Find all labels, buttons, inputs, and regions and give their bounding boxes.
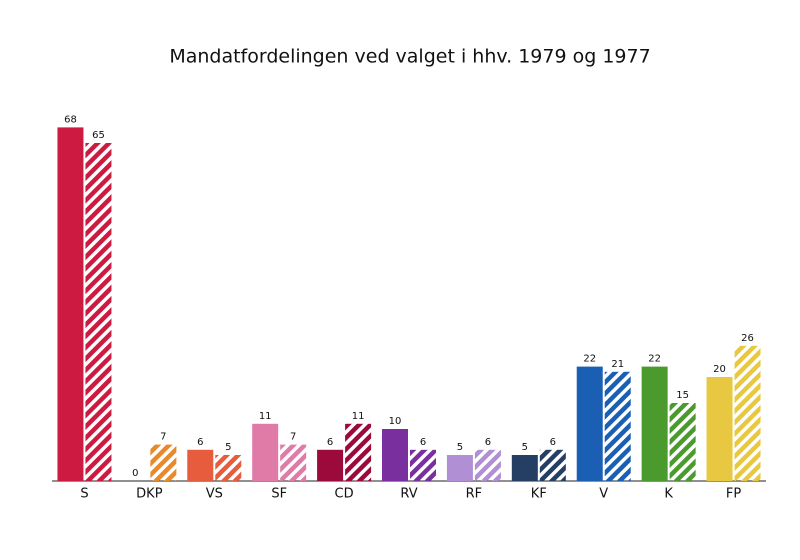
value-label: 7 — [290, 432, 296, 443]
value-label: 5 — [225, 442, 231, 453]
bar — [410, 449, 436, 481]
value-label: 7 — [160, 432, 166, 443]
value-label: 0 — [132, 468, 138, 479]
chart-title: Mandatfordelingen ved valget i hhv. 1979… — [169, 46, 650, 68]
bar — [382, 429, 408, 481]
value-label: 26 — [741, 333, 754, 344]
bar — [317, 449, 344, 481]
value-label: 68 — [64, 114, 77, 125]
value-label: 6 — [420, 437, 426, 448]
bar — [539, 449, 566, 481]
bar — [446, 455, 473, 481]
bar — [345, 423, 372, 481]
bar — [215, 455, 242, 481]
bar — [150, 444, 177, 481]
bar — [641, 366, 668, 481]
value-label: 6 — [197, 437, 203, 448]
bar — [576, 366, 603, 481]
value-label: 6 — [550, 437, 556, 448]
value-label: 6 — [485, 437, 491, 448]
value-label: 5 — [457, 442, 463, 453]
x-tick-label: CD — [335, 487, 354, 502]
bar — [706, 377, 733, 481]
x-tick-label: V — [599, 487, 608, 502]
value-label: 10 — [389, 416, 402, 427]
x-tick-label: VS — [206, 487, 223, 502]
bar — [669, 403, 696, 481]
x-tick-label: FP — [726, 487, 741, 502]
value-label: 11 — [352, 411, 365, 422]
x-tick-label: K — [664, 487, 673, 502]
value-label: 15 — [676, 390, 689, 401]
bar — [280, 444, 307, 481]
value-label: 21 — [611, 359, 624, 370]
value-label: 11 — [259, 411, 272, 422]
bar — [252, 423, 279, 481]
x-tick-label: S — [80, 487, 88, 502]
value-label: 20 — [713, 364, 726, 375]
value-label: 5 — [522, 442, 528, 453]
x-tick-label: KF — [531, 487, 547, 502]
x-tick-label: RV — [400, 487, 417, 502]
bar — [187, 449, 214, 481]
bar — [85, 143, 112, 481]
bar — [57, 127, 84, 482]
bar — [604, 371, 631, 481]
value-label: 65 — [92, 130, 105, 141]
value-label: 22 — [648, 354, 661, 365]
bar — [474, 449, 501, 481]
bar — [734, 345, 761, 481]
x-tick-label: RF — [466, 487, 483, 502]
x-tick-label: DKP — [136, 487, 163, 502]
bar — [511, 455, 538, 481]
x-tick-label: SF — [271, 487, 287, 502]
value-label: 22 — [583, 354, 596, 365]
value-label: 6 — [327, 437, 333, 448]
